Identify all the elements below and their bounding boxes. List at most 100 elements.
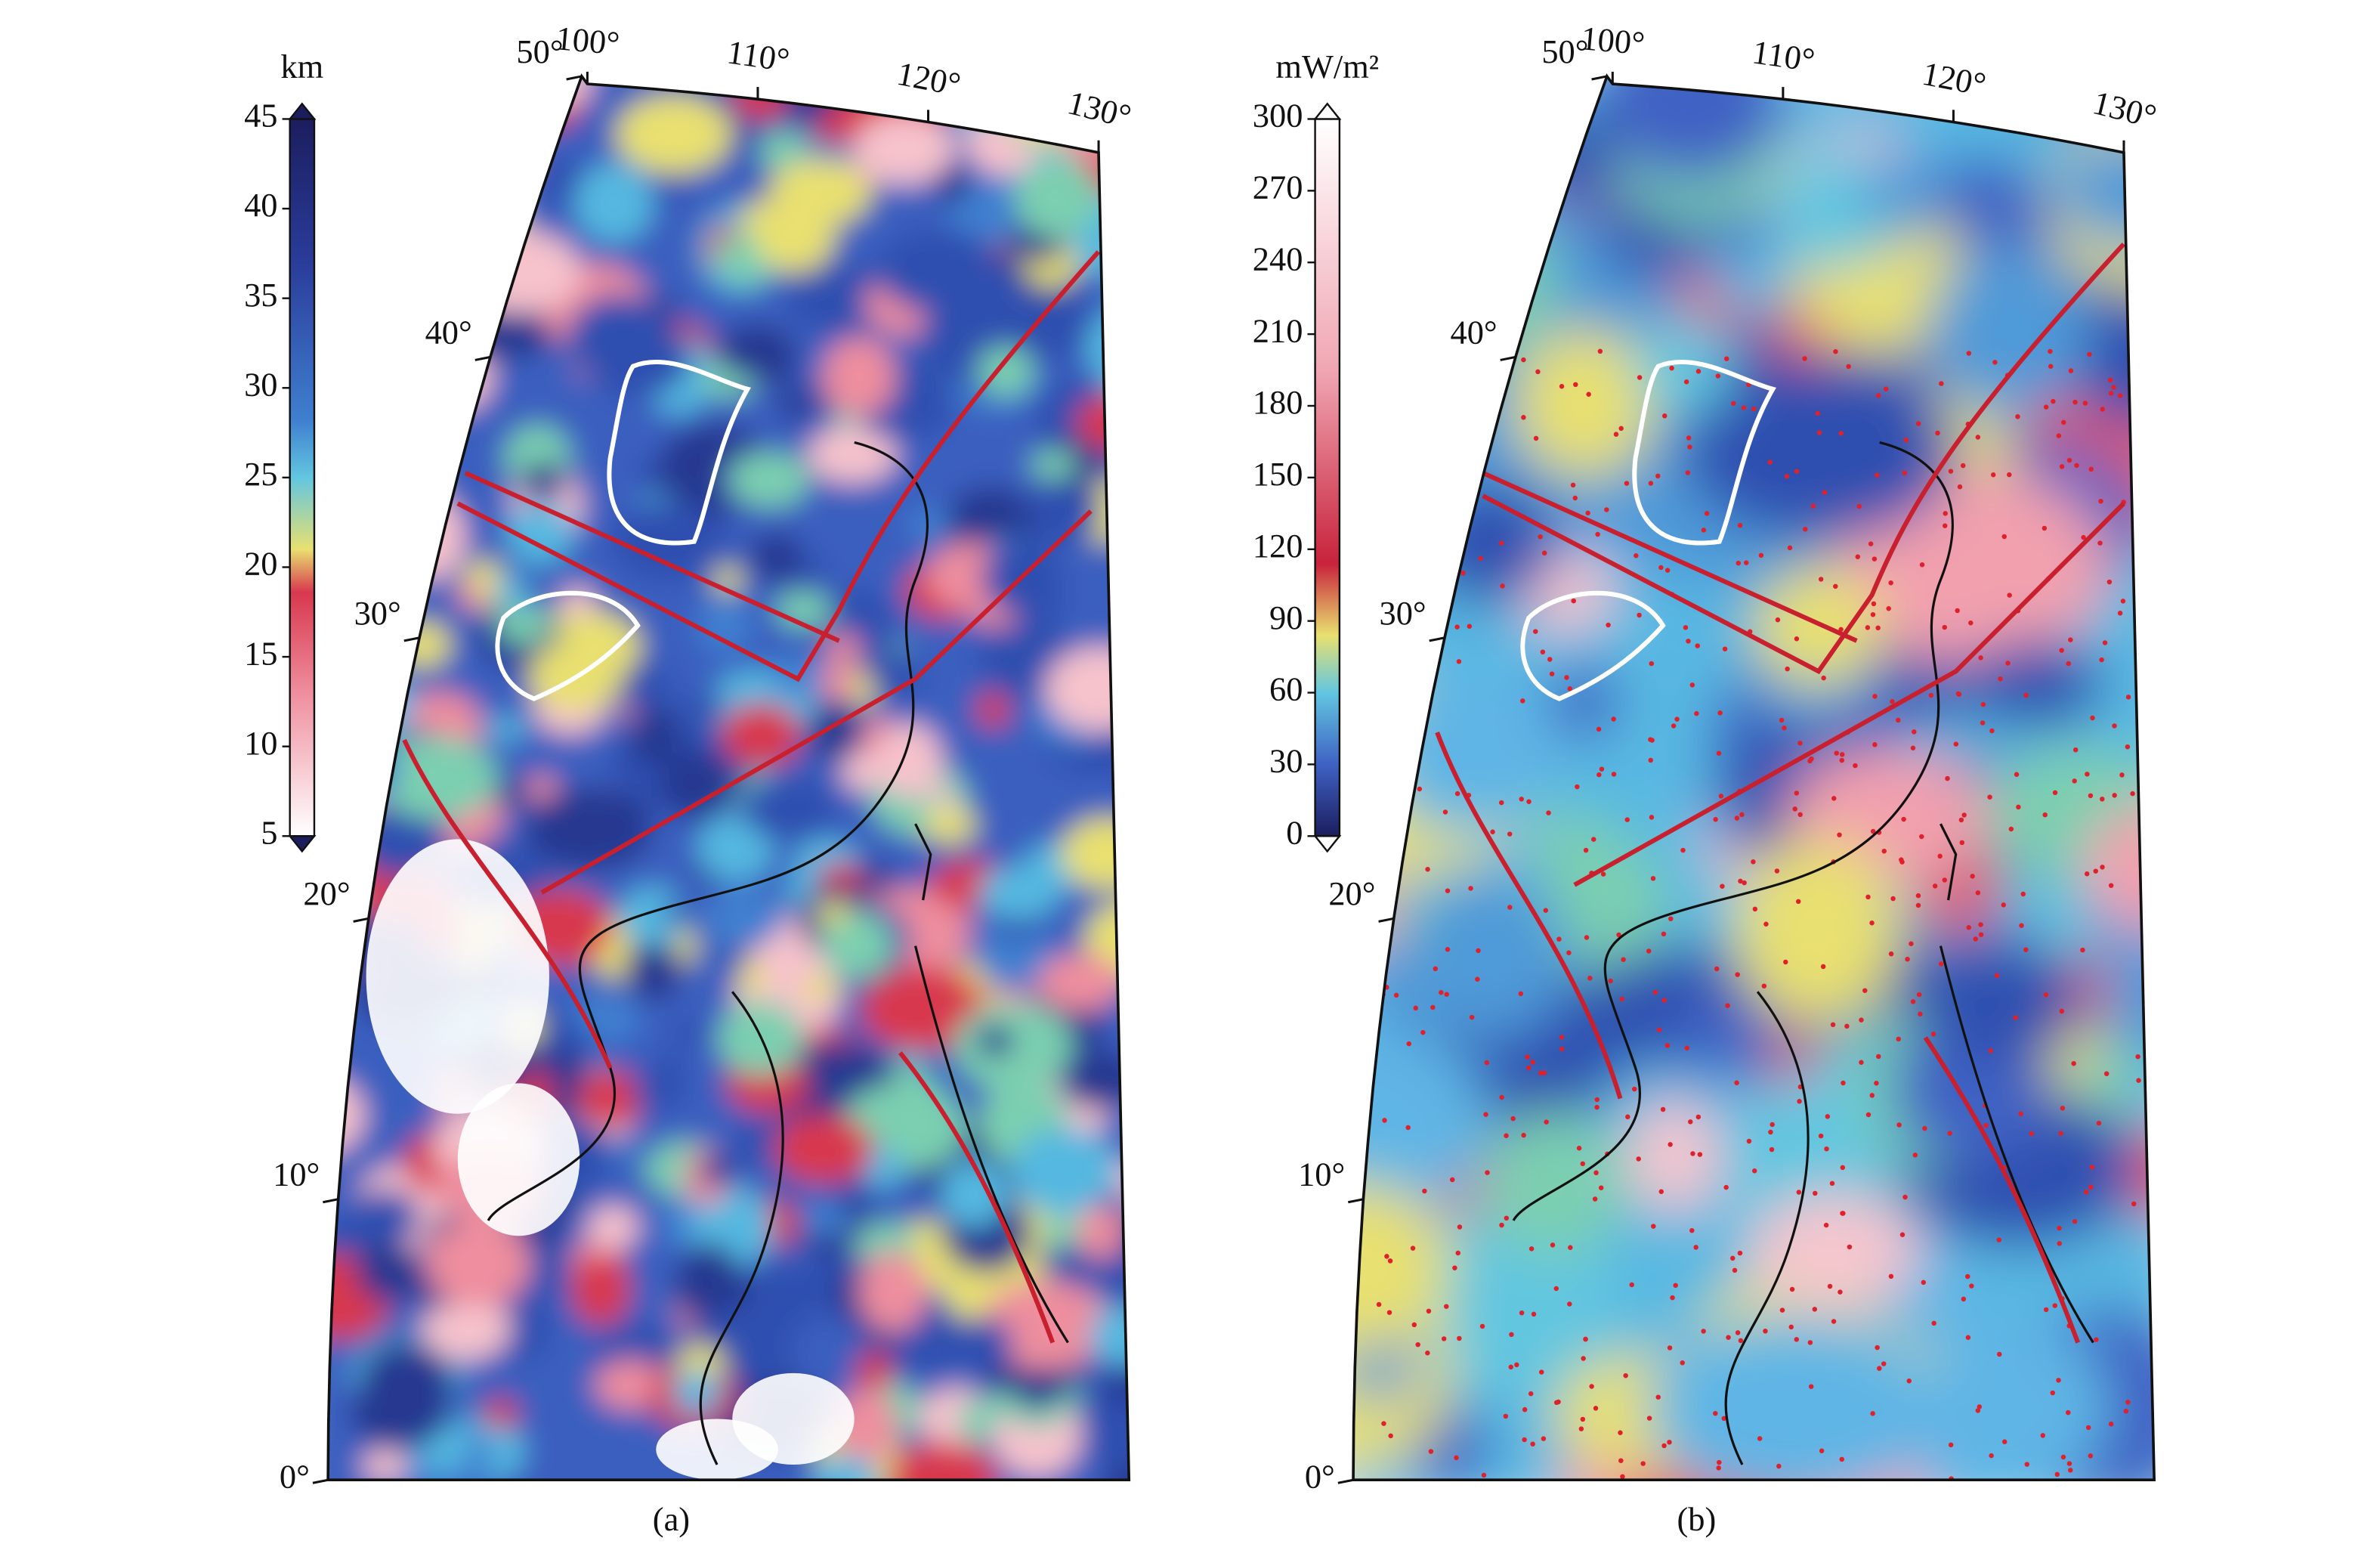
earthquake-dot xyxy=(1567,686,1573,692)
field-blob xyxy=(781,76,839,123)
field-blob xyxy=(1123,1077,1130,1112)
field-blob xyxy=(619,886,688,947)
earthquake-dot xyxy=(1965,1335,1971,1341)
earthquake-dot xyxy=(1596,772,1602,778)
earthquake-dot xyxy=(1890,699,1895,704)
field-blob xyxy=(1482,1109,1627,1258)
field-blob xyxy=(819,664,855,701)
earthquake-dot xyxy=(2016,804,2021,810)
earthquake-dot xyxy=(1581,1356,1586,1361)
earthquake-dot xyxy=(1456,659,1462,664)
field-blob xyxy=(625,933,682,1002)
earthquake-dot xyxy=(1616,932,1621,938)
earthquake-dot xyxy=(1957,484,1963,490)
basin-outline xyxy=(607,360,752,546)
field-blob xyxy=(574,162,654,243)
earthquake-dot xyxy=(1896,1122,1902,1128)
earthquake-dot xyxy=(1716,750,1722,756)
earthquake-dot xyxy=(1855,554,1861,560)
earthquake-dot xyxy=(1839,1456,1844,1462)
earthquake-dot xyxy=(1821,675,1826,681)
coastline xyxy=(487,441,1069,1465)
earthquake-dot xyxy=(1774,868,1780,874)
earthquake-dot xyxy=(1942,523,1948,528)
earthquake-dot xyxy=(1931,1320,1936,1326)
field-blob xyxy=(1647,1315,1942,1481)
field-blob xyxy=(328,638,382,706)
earthquake-dot xyxy=(2074,463,2079,469)
field-blob xyxy=(787,264,895,334)
earthquake-dot xyxy=(2117,611,2123,616)
earthquake-dot xyxy=(1578,1426,1584,1431)
earthquake-dot xyxy=(2090,715,2095,721)
earthquake-dot xyxy=(1620,1474,1625,1480)
lat-label: 50° xyxy=(516,32,563,70)
field-blob xyxy=(1863,148,1940,243)
earthquake-dot xyxy=(1504,1215,1510,1221)
earthquake-dot xyxy=(2112,793,2117,798)
earthquake-dot xyxy=(2085,772,2090,777)
map-frame xyxy=(326,73,1131,1482)
earthquake-dot xyxy=(1507,905,1513,910)
colorbar-tick-label: 150 xyxy=(1253,455,1303,493)
field-blob xyxy=(328,337,438,410)
map-field xyxy=(328,76,1130,1481)
earthquake-dot xyxy=(1478,555,1483,562)
earthquake-dot xyxy=(1667,1345,1673,1351)
earthquake-dot xyxy=(1796,1190,1802,1195)
earthquake-dot xyxy=(2066,457,2072,463)
earthquake-dot xyxy=(1735,1330,1741,1335)
earthquake-dot xyxy=(1915,893,1921,899)
field-blob xyxy=(658,169,685,201)
earthquake-dot xyxy=(1932,883,1938,889)
earthquake-dot xyxy=(1865,1112,1872,1118)
field-blob xyxy=(355,1240,420,1303)
earthquake-dot xyxy=(1636,1156,1641,1162)
earthquake-dot xyxy=(2111,385,2116,390)
earthquake-dot xyxy=(1838,1289,1843,1295)
earthquake-dot xyxy=(1945,775,1950,781)
earthquake-dot xyxy=(1833,583,1838,589)
earthquake-dot xyxy=(1767,459,1773,465)
earthquake-dot xyxy=(2099,657,2104,663)
earthquake-dot xyxy=(1794,791,1800,796)
field-blob xyxy=(481,239,521,276)
earthquake-dot xyxy=(2131,1201,2137,1207)
earthquake-dot xyxy=(1476,948,1481,954)
earthquake-dot xyxy=(1580,1416,1586,1422)
earthquake-dot xyxy=(1479,1323,1485,1329)
earthquake-dot xyxy=(1697,1152,1703,1157)
earthquake-dot xyxy=(1862,988,1868,993)
lon-label: 110° xyxy=(725,32,792,79)
earthquake-dot xyxy=(1591,837,1596,842)
field-blob xyxy=(1077,1205,1124,1260)
earthquake-dot xyxy=(1544,1119,1549,1125)
earthquake-dot xyxy=(1514,1362,1519,1368)
colorbar-tick-label: 0 xyxy=(1286,813,1303,851)
earthquake-dot xyxy=(1470,385,1475,391)
field-blob xyxy=(570,1252,631,1326)
lon-label: 100° xyxy=(1580,19,1646,62)
earthquake-dot xyxy=(1457,1335,1462,1341)
earthquake-dot xyxy=(1528,1246,1535,1252)
lat-tick xyxy=(403,636,420,642)
earthquake-dot xyxy=(2130,791,2135,797)
field-blob xyxy=(1110,1364,1130,1406)
earthquake-dot xyxy=(1919,562,1925,568)
map-field xyxy=(1353,76,2155,1481)
field-blob xyxy=(825,633,861,664)
earthquake-dot xyxy=(2103,1071,2110,1076)
field-blob xyxy=(328,1076,365,1156)
field-blob xyxy=(425,1220,531,1307)
earthquake-dot xyxy=(1384,1254,1389,1259)
earthquake-dot xyxy=(1937,853,1943,859)
earthquake-dot xyxy=(1980,720,1986,726)
earthquake-dot xyxy=(2085,1425,2091,1431)
earthquake-dot xyxy=(1737,1250,1743,1256)
earthquake-dot xyxy=(1838,627,1844,633)
earthquake-dot xyxy=(1504,1133,1509,1138)
earthquake-dot xyxy=(1961,1296,1967,1302)
earthquake-dot xyxy=(1596,726,1602,732)
colorbar-tick-label: 5 xyxy=(261,813,277,851)
earthquake-dot xyxy=(1758,552,1764,559)
